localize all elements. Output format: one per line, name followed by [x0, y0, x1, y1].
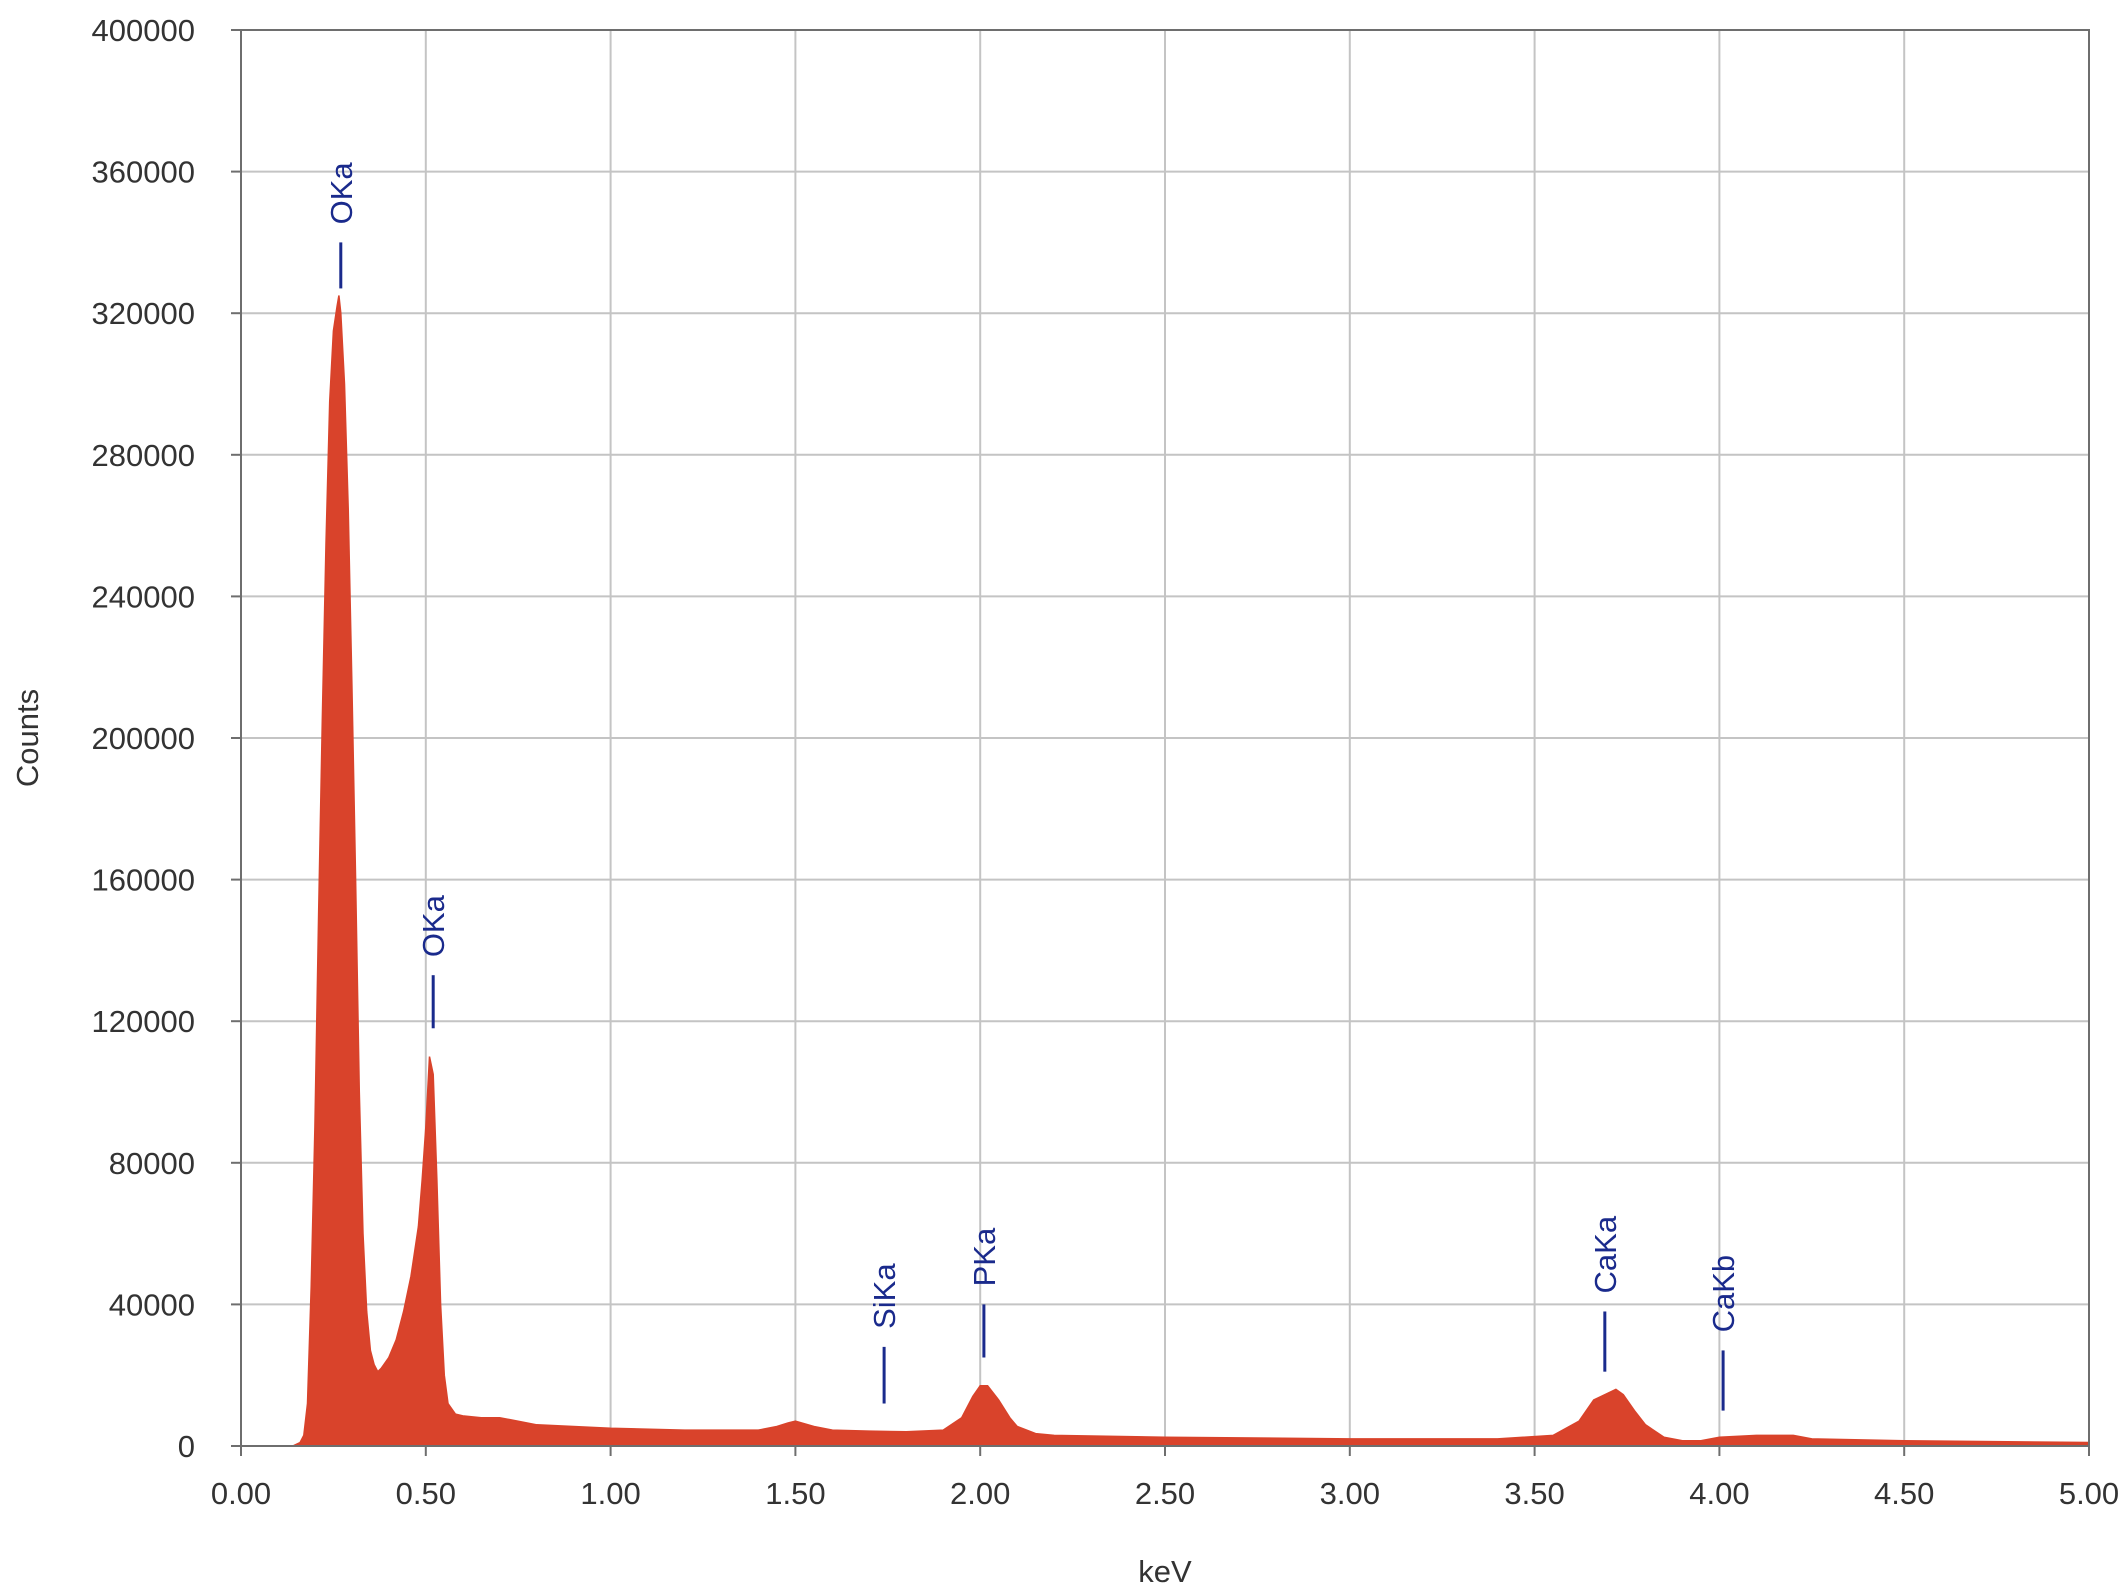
peak-label-0: OKa [324, 162, 359, 225]
x-tick-label-10: 5.00 [2059, 1476, 2119, 1511]
peak-annotations: OKa OKa SiKa PKa CaKa CaKb [324, 162, 1741, 1411]
y-tick-label-3: 120000 [92, 1004, 195, 1039]
y-tick-label-8: 320000 [92, 296, 195, 331]
peak-label-1: OKa [416, 894, 451, 957]
x-axis-label: keV [1138, 1554, 1192, 1588]
y-tick-label-10: 400000 [92, 13, 195, 48]
x-tick-label-1: 0.50 [396, 1476, 456, 1511]
y-tick-label-7: 280000 [92, 438, 195, 473]
x-tick-label-2: 1.00 [580, 1476, 640, 1511]
y-axis-label: Counts [10, 689, 45, 787]
x-tick-label-4: 2.00 [950, 1476, 1010, 1511]
spectrum-area-layer [277, 295, 2090, 1447]
peak-label-5: CaKb [1706, 1255, 1741, 1333]
peak-label-4: CaKa [1588, 1215, 1623, 1293]
y-tick-label-0: 0 [178, 1429, 195, 1464]
x-tick-label-8: 4.00 [1689, 1476, 1749, 1511]
y-tick-label-4: 160000 [92, 863, 195, 898]
y-tick-label-9: 360000 [92, 155, 195, 190]
x-tick-label-6: 3.00 [1320, 1476, 1380, 1511]
x-tick-label-0: 0.00 [211, 1476, 271, 1511]
y-tick-label-5: 200000 [92, 721, 195, 756]
x-tick-label-9: 4.50 [1874, 1476, 1934, 1511]
y-tick-label-1: 40000 [109, 1287, 195, 1322]
x-axis-ticks: 0.00 0.50 1.00 1.50 2.00 2.50 3.00 3.50 4.00 4.50… [211, 1446, 2119, 1511]
x-tick-label-5: 2.50 [1135, 1476, 1195, 1511]
x-tick-label-7: 3.50 [1504, 1476, 1564, 1511]
peak-label-3: PKa [967, 1227, 1002, 1286]
y-tick-label-2: 80000 [109, 1146, 195, 1181]
peak-label-2: SiKa [867, 1263, 902, 1329]
y-tick-label-6: 240000 [92, 579, 195, 614]
x-tick-label-3: 1.50 [765, 1476, 825, 1511]
y-axis-ticks: 0 40000 80000 120000 160000 200000 240000 28000… [92, 13, 241, 1464]
spectrum-area [277, 295, 2090, 1447]
